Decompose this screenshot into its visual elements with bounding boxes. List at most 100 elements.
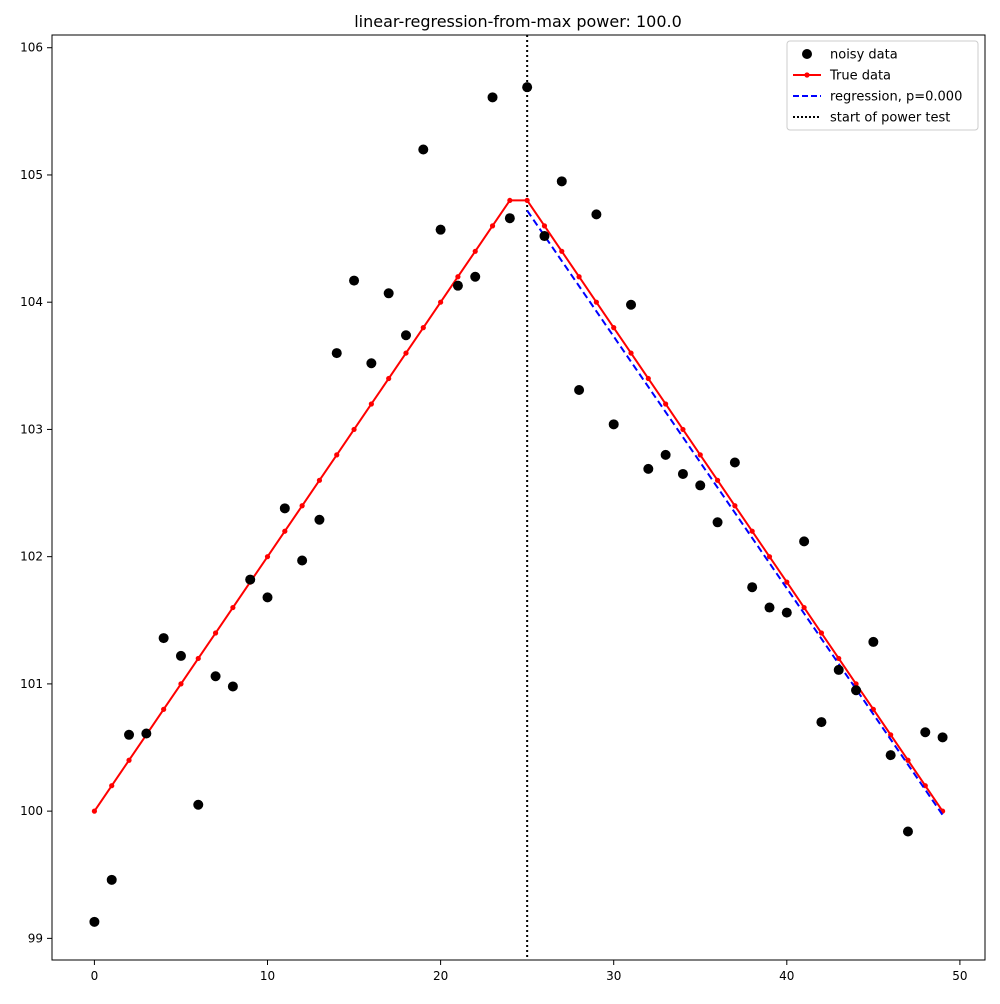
- true-data-point: [663, 401, 669, 407]
- noisy-data-point: [729, 457, 740, 468]
- legend-label: start of power test: [830, 111, 950, 126]
- plot-frame: [51, 34, 986, 961]
- noisy-data-point: [591, 209, 602, 220]
- noisy-data-point: [522, 82, 533, 93]
- true-data-point: [680, 426, 686, 433]
- noisy-data-point: [626, 299, 637, 310]
- noisy-data-point: [400, 330, 411, 341]
- noisy-data-point: [574, 384, 585, 395]
- noisy-data-point: [418, 144, 429, 155]
- axes: 0 10 20 30 40 50 99 100 101 102 103 104 105 106: [20, 41, 967, 983]
- noisy-data-point: [660, 449, 671, 460]
- legend-box: [786, 40, 979, 131]
- true-data-point: [628, 350, 634, 356]
- noisy-data-point: [885, 750, 896, 761]
- noisy-data-point: [851, 685, 862, 696]
- true-data-point: [109, 783, 115, 789]
- regression-line: [526, 210, 944, 816]
- noisy-data-point: [643, 463, 654, 474]
- true-data-point: [749, 528, 755, 534]
- legend-label: regression, p=0.000: [830, 90, 962, 105]
- chart-title: linear-regression-from-max power: 100.0: [354, 12, 682, 31]
- noisy-data-point: [227, 681, 238, 692]
- noisy-data-point: [695, 480, 706, 491]
- x-tick-label: 30: [606, 969, 621, 983]
- x-tick-label: 20: [433, 969, 448, 983]
- noisy-data-point: [210, 671, 221, 682]
- true-data-point: [559, 248, 565, 254]
- true-data-point: [611, 325, 617, 331]
- noisy-data-point: [124, 729, 135, 740]
- noisy-data-point: [470, 271, 481, 282]
- noisy-data-point: [712, 517, 723, 528]
- noisy-data-point: [487, 92, 498, 103]
- noisy-data-point: [89, 916, 100, 927]
- true-data-point: [714, 477, 721, 483]
- true-data-point: [697, 452, 703, 458]
- true-data-point: [230, 604, 236, 611]
- noisy-data-point: [297, 555, 308, 566]
- noisy-data-point: [539, 231, 550, 242]
- true-data-point: [334, 452, 340, 458]
- noisy-data-point: [504, 213, 515, 224]
- noisy-data-point: [383, 288, 394, 299]
- noisy-data-point: [764, 602, 775, 613]
- true-data-point: [438, 299, 444, 305]
- true-data-point: [299, 503, 305, 509]
- true-data-point: [784, 579, 790, 585]
- true-data-point: [853, 681, 859, 687]
- true-data-point: [766, 554, 773, 560]
- true-data-point: [386, 375, 392, 382]
- noisy-data-point: [141, 728, 152, 739]
- true-data-point: [455, 274, 461, 280]
- y-tick-label: 102: [20, 550, 43, 564]
- true-data-point: [212, 630, 219, 636]
- noisy-data-point: [435, 224, 446, 235]
- noisy-data-point: [245, 574, 256, 585]
- true-data-point: [507, 197, 513, 204]
- noisy-data-point: [556, 176, 567, 187]
- true-data-point: [576, 274, 582, 280]
- noisy-data-point: [158, 633, 169, 644]
- true-data-line: [93, 199, 944, 812]
- noisy-data-point: [937, 732, 948, 743]
- noisy-data-point: [833, 664, 844, 675]
- true-data-point: [195, 655, 201, 662]
- noisy-data-point: [349, 275, 360, 286]
- x-tick-label: 40: [779, 969, 794, 983]
- noisy-data-point: [262, 592, 273, 603]
- noisy-data-point: [193, 799, 204, 810]
- true-data-point: [161, 706, 167, 712]
- noisy-data-point: [608, 419, 619, 430]
- noisy-data-point: [816, 717, 827, 728]
- true-data-point: [351, 426, 357, 433]
- x-tick-label: 10: [260, 969, 275, 983]
- true-data-point: [836, 655, 842, 662]
- noisy-data-point: [106, 874, 117, 885]
- noisy-data-point: [868, 636, 879, 647]
- noisy-data-point: [331, 348, 342, 359]
- y-tick-label: 100: [20, 804, 43, 818]
- y-tick-label: 103: [20, 422, 43, 436]
- noisy-data-point: [677, 468, 688, 479]
- noisy-data-point: [314, 514, 325, 525]
- noisy-data-point: [452, 280, 463, 291]
- true-data-point: [264, 554, 271, 560]
- noisy-data-point: [799, 536, 810, 547]
- y-tick-label: 99: [28, 931, 43, 945]
- true-data-point: [282, 528, 288, 534]
- legend-marker-noisy: [802, 49, 812, 59]
- noisy-data-point: [902, 826, 913, 837]
- true-data-point: [489, 223, 496, 229]
- true-data-point: [732, 503, 738, 509]
- true-data-point: [420, 325, 426, 331]
- noisy-data-point: [781, 607, 792, 618]
- plot-area: [89, 35, 948, 960]
- noisy-data-point: [175, 650, 186, 661]
- true-data-point: [524, 197, 530, 204]
- noisy-data-point: [920, 727, 931, 738]
- true-data-point: [472, 248, 478, 254]
- noisy-data-point: [366, 358, 377, 369]
